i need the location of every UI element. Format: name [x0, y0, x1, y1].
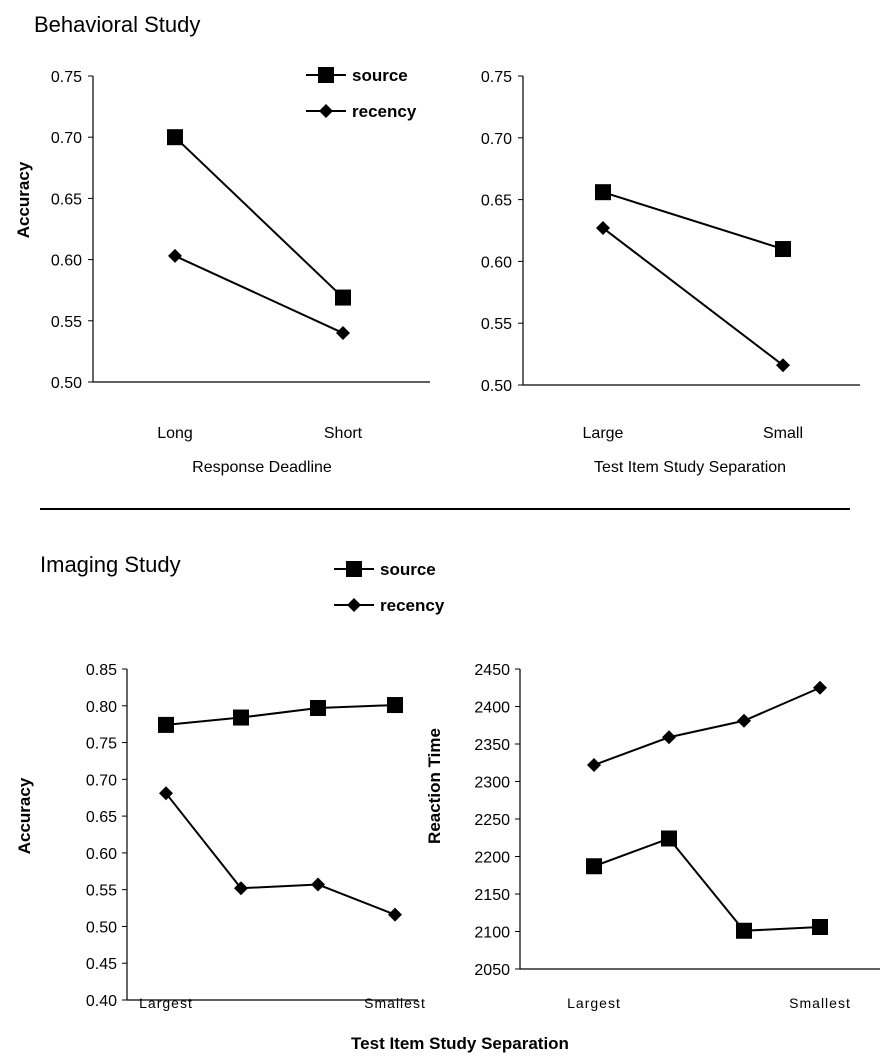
y-tick-label: 0.85: [86, 662, 117, 679]
data-point-source: [387, 697, 403, 714]
x-tick-label: Smallest: [364, 995, 426, 1011]
data-point-recency: [813, 680, 827, 695]
x-tick-label: Long: [157, 425, 193, 442]
x-tick-label: Short: [324, 425, 363, 442]
legend-recency-label: recency: [380, 596, 445, 615]
data-point-recency: [737, 713, 751, 728]
data-point-recency: [587, 758, 601, 772]
series-line-recency: [165, 792, 396, 916]
y-tick-label: 0.70: [86, 772, 117, 789]
behavioral-separation-chart: 0.50 0.55 0.60 0.65 0.70 0.75 Large Small Test I…: [481, 69, 860, 476]
data-point-recency: [776, 358, 790, 373]
imaging-reaction-time-chart: 2050 2100 2150 2200 2250 2300 2350 2400 2450 Larg…: [425, 662, 880, 1011]
x-tick-label: Smallest: [789, 995, 851, 1011]
shared-x-axis-label: Test Item Study Separation: [351, 1034, 569, 1053]
x-tick-label: Largest: [567, 995, 621, 1011]
y-tick-label: 0.55: [86, 883, 117, 900]
legend-source-label: source: [352, 66, 408, 85]
series-line-recency: [593, 686, 821, 766]
data-point-source: [661, 830, 677, 847]
data-point-source: [812, 919, 828, 935]
legend-source-label: source: [380, 560, 436, 579]
y-tick-label: 2400: [474, 700, 510, 717]
y-tick-label: 0.60: [86, 846, 117, 863]
x-tick-label: Largest: [139, 995, 193, 1011]
y-tick-label: 0.50: [86, 919, 117, 936]
y-tick-label: 0.70: [481, 131, 512, 148]
data-point-source: [335, 289, 351, 306]
imaging-accuracy-chart: 0.40 0.45 0.50 0.55 0.60 0.65 0.70 0.75 0.80 0.85…: [15, 662, 426, 1011]
data-point-source: [233, 709, 249, 726]
x-tick-label: Small: [763, 425, 803, 442]
series-line-source: [593, 837, 821, 932]
series-line-source: [165, 704, 396, 726]
data-point-source: [167, 129, 183, 146]
data-point-source: [586, 858, 602, 875]
y-tick-label: 0.65: [481, 193, 512, 210]
imaging-study-title: Imaging Study: [40, 552, 181, 577]
legend-source-square-marker: [318, 67, 334, 83]
y-tick-label: 0.80: [86, 699, 117, 716]
y-tick-label: 2100: [474, 925, 510, 942]
y-tick-label: 0.40: [86, 993, 117, 1010]
series-line-source: [602, 191, 784, 250]
behavioral-deadline-chart: 0.50 0.55 0.60 0.65 0.70 0.75 Long Short Respons…: [14, 69, 430, 476]
data-point-source: [310, 699, 326, 716]
y-tick-label: 0.50: [51, 375, 82, 392]
y-axis-label: Accuracy: [14, 161, 33, 238]
x-tick-label: Large: [583, 425, 624, 442]
data-point-recency: [311, 877, 325, 892]
x-axis-label: Test Item Study Separation: [594, 459, 786, 476]
y-tick-label: 2050: [474, 962, 510, 979]
y-tick-label: 0.75: [481, 69, 512, 86]
imaging-legend: source recency: [334, 560, 445, 615]
data-point-source: [595, 184, 611, 201]
y-tick-label: 0.70: [51, 130, 82, 147]
behavioral-study-title: Behavioral Study: [34, 12, 200, 37]
series-line-recency: [174, 255, 344, 334]
y-tick-label: 0.75: [86, 736, 117, 753]
y-tick-label: 0.60: [481, 254, 512, 271]
legend-recency-diamond-marker: [319, 104, 333, 118]
y-tick-label: 0.45: [86, 956, 117, 973]
y-tick-label: 0.65: [51, 191, 82, 208]
y-tick-label: 2300: [474, 775, 510, 792]
y-tick-label: 2350: [474, 737, 510, 754]
data-point-recency: [159, 786, 173, 801]
data-point-recency: [388, 907, 402, 922]
y-tick-label: 0.55: [51, 314, 82, 331]
y-tick-label: 0.50: [481, 378, 512, 395]
legend-recency-label: recency: [352, 102, 417, 121]
y-tick-label: 0.60: [51, 253, 82, 270]
y-axis-label: Reaction Time: [425, 728, 444, 844]
y-tick-label: 2450: [474, 662, 510, 679]
y-tick-label: 2250: [474, 812, 510, 829]
data-point-recency: [662, 730, 676, 745]
data-point-source: [775, 241, 791, 258]
data-point-recency: [168, 248, 182, 263]
data-point-source: [736, 922, 752, 939]
behavioral-legend: source recency: [306, 66, 417, 121]
y-tick-label: 0.65: [86, 809, 117, 826]
legend-source-square-marker: [346, 561, 362, 577]
y-tick-label: 2200: [474, 850, 510, 867]
y-tick-label: 0.75: [51, 69, 82, 86]
data-point-recency: [596, 221, 610, 236]
x-axis-label: Response Deadline: [192, 459, 332, 476]
series-line-source: [174, 136, 344, 299]
data-point-recency: [234, 881, 248, 896]
legend-recency-diamond-marker: [347, 598, 361, 612]
data-point-recency: [336, 326, 350, 341]
data-point-source: [158, 716, 174, 733]
series-line-recency: [602, 227, 784, 367]
y-tick-label: 0.55: [481, 316, 512, 333]
y-tick-label: 2150: [474, 887, 510, 904]
y-axis-label: Accuracy: [15, 777, 34, 854]
